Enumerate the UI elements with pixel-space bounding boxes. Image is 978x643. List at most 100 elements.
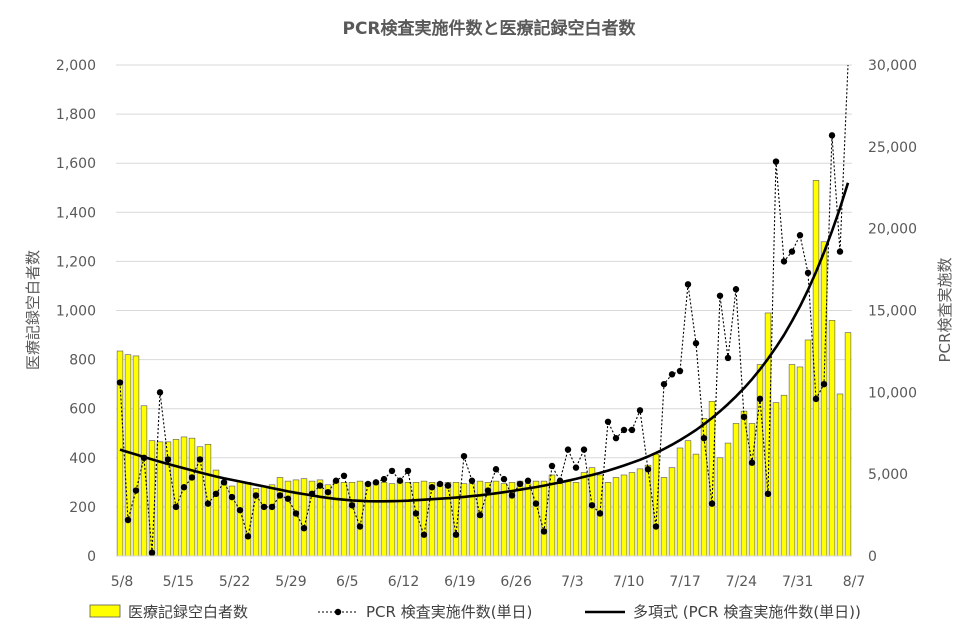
- pcr-point: [196, 456, 204, 463]
- bar: [572, 482, 580, 557]
- pcr-point: [140, 454, 148, 461]
- pcr-point: [668, 371, 676, 378]
- pcr-point: [676, 367, 684, 375]
- bar: [204, 443, 212, 557]
- pcr-point: [364, 480, 372, 488]
- y-axis-left-label: 医療記録空白者数: [24, 250, 42, 370]
- bar: [588, 467, 596, 557]
- bar: [380, 482, 388, 557]
- x-tick-label: 7/31: [782, 574, 813, 590]
- y-right-tick-label: 10,000: [868, 385, 917, 401]
- x-tick-label: 5/22: [219, 574, 250, 590]
- pcr-point: [404, 467, 412, 475]
- pcr-point: [772, 158, 780, 165]
- x-tick-label: 6/26: [500, 574, 532, 590]
- pcr-point: [444, 482, 452, 489]
- pcr-point: [308, 490, 316, 498]
- pcr-point: [524, 477, 532, 484]
- pcr-point: [508, 492, 516, 499]
- bar: [620, 474, 628, 557]
- bar: [676, 447, 684, 557]
- pcr-point: [172, 503, 180, 511]
- pcr-point: [500, 475, 508, 483]
- pcr-point: [748, 459, 756, 466]
- bar: [844, 332, 852, 557]
- pcr-point: [396, 477, 404, 484]
- bar: [796, 366, 804, 557]
- bar: [804, 339, 812, 557]
- bar: [244, 482, 252, 557]
- pcr-point: [316, 482, 324, 489]
- pcr-point: [580, 446, 588, 453]
- legend-swatch-bars: [89, 604, 121, 618]
- pcr-point: [812, 395, 820, 403]
- x-tick-label: 8/7: [843, 574, 866, 590]
- pcr-point: [564, 446, 572, 453]
- pcr-point: [692, 340, 700, 347]
- x-tick-label: 6/19: [444, 574, 475, 590]
- pcr-point: [260, 503, 268, 511]
- pcr-point: [356, 523, 364, 530]
- pcr-point: [452, 531, 460, 538]
- bar: [636, 468, 644, 557]
- bar: [396, 480, 404, 557]
- pcr-point: [164, 456, 172, 463]
- x-tick-label: 7/17: [669, 574, 700, 590]
- pcr-point: [220, 479, 228, 486]
- bar: [548, 474, 556, 557]
- x-tick-label: 7/10: [613, 574, 644, 590]
- bar: [332, 480, 340, 557]
- pcr-point: [348, 502, 356, 509]
- pcr-point: [132, 487, 140, 494]
- bar: [580, 472, 588, 557]
- x-tick-label: 7/3: [561, 574, 584, 590]
- pcr-point: [740, 413, 748, 421]
- bar: [268, 484, 276, 557]
- pcr-point: [660, 380, 668, 388]
- y-left-tick-label: 2,000: [56, 58, 96, 74]
- bar: [324, 484, 332, 557]
- pcr-point: [588, 502, 596, 509]
- pcr-point: [460, 452, 468, 460]
- bar: [348, 482, 356, 557]
- y-left-tick-label: 1,200: [56, 254, 96, 270]
- pcr-point: [604, 418, 612, 425]
- bar: [236, 480, 244, 557]
- y-right-tick-label: 30,000: [868, 58, 917, 74]
- y-left-tick-label: 200: [69, 500, 96, 516]
- legend-label-bars: 医療記録空白者数: [128, 603, 248, 621]
- pcr-point: [708, 500, 716, 507]
- pcr-point: [340, 472, 348, 480]
- bar: [388, 483, 396, 557]
- y-left-tick-label: 1,800: [56, 107, 96, 123]
- pcr-point: [180, 484, 188, 491]
- y-right-tick-label: 20,000: [868, 222, 917, 238]
- bar: [412, 482, 420, 557]
- pcr-point: [612, 434, 620, 442]
- y-left-tick-label: 1,600: [56, 156, 96, 172]
- pcr-point: [620, 426, 628, 434]
- pcr-point: [828, 132, 836, 139]
- pcr-point: [788, 248, 796, 255]
- pcr-point: [836, 248, 844, 255]
- bar: [556, 483, 564, 557]
- bar: [716, 457, 724, 557]
- x-tick-label: 6/12: [388, 574, 419, 590]
- x-tick-label: 5/29: [275, 574, 306, 590]
- y-left-tick-label: 800: [69, 353, 96, 369]
- pcr-point: [116, 379, 124, 386]
- pcr-point: [468, 477, 476, 484]
- pcr-point: [644, 466, 652, 473]
- bar: [156, 441, 164, 557]
- bar: [820, 241, 828, 557]
- y-left-tick-label: 1,400: [56, 205, 96, 221]
- bar: [764, 312, 772, 557]
- pcr-point: [596, 510, 604, 517]
- bar: [420, 480, 428, 557]
- bar: [460, 483, 468, 557]
- axes: 0 200 400 600 800 1,000 1,200 1,400 1,600 1,800 2,…: [56, 58, 917, 590]
- pcr-point: [476, 511, 484, 519]
- bar: [732, 423, 740, 557]
- pcr-point: [732, 286, 740, 293]
- pcr-point: [716, 292, 724, 299]
